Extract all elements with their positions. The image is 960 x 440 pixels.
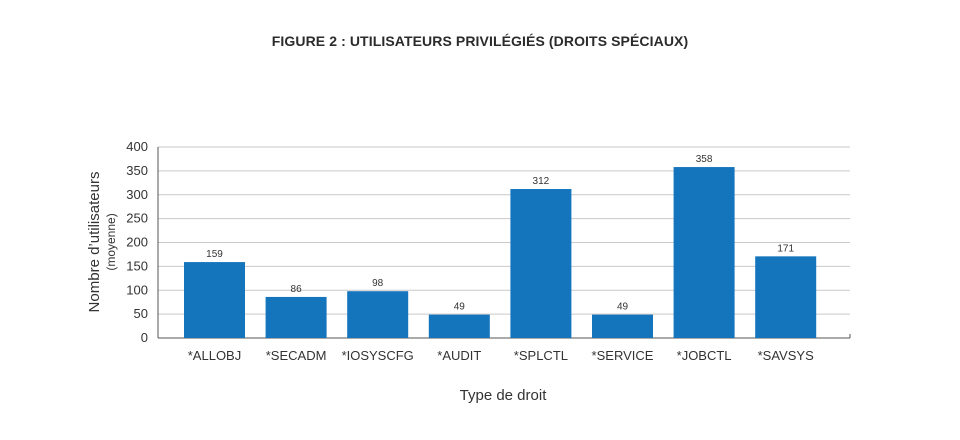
data-label: 49: [454, 302, 466, 313]
y-tick-label: 150: [126, 258, 148, 273]
y-axis-label: Nombre d’utilisateurs: [86, 172, 103, 313]
bar: [347, 291, 409, 338]
bar: [428, 314, 490, 338]
chart-title: FIGURE 2 : UTILISATEURS PRIVILÉGIÉS (DRO…: [271, 33, 689, 49]
y-tick-label: 200: [126, 235, 148, 250]
category-label: *IOSYSCFG: [342, 348, 414, 363]
category-label: *AUDIT: [437, 348, 481, 363]
y-tick-label: 50: [134, 306, 148, 321]
bar: [510, 189, 572, 338]
data-label: 358: [696, 154, 713, 165]
bar: [755, 256, 817, 338]
data-label: 49: [617, 302, 629, 313]
data-label: 312: [533, 176, 550, 187]
category-label: *SECADM: [266, 348, 327, 363]
data-labels: 159 86 98 49 312 49 358 171: [206, 154, 794, 313]
category-label: *SERVICE: [592, 348, 654, 363]
data-label: 98: [372, 278, 384, 289]
category-label: *SAVSYS: [758, 348, 814, 363]
y-tick-label: 250: [126, 211, 148, 226]
y-tick-label: 300: [126, 187, 148, 202]
y-tick-label: 400: [126, 139, 148, 154]
gridlines: [157, 146, 851, 339]
category-label: *ALLOBJ: [188, 348, 241, 363]
bars: [184, 167, 817, 338]
bar: [184, 262, 245, 338]
category-label: *SPLCTL: [514, 348, 568, 363]
y-tick-labels: 0 50 100 150 200 250 300 350 400: [126, 139, 148, 345]
y-tick-label: 350: [126, 163, 148, 178]
y-tick-label: 100: [126, 282, 148, 297]
bar: [673, 167, 735, 338]
category-labels: *ALLOBJ *SECADM *IOSYSCFG *AUDIT *SPLCTL *SER…: [188, 348, 814, 363]
category-label: *JOBCTL: [677, 348, 732, 363]
data-label: 86: [291, 284, 303, 295]
bar: [592, 314, 653, 338]
bar: [265, 296, 327, 338]
data-label: 171: [777, 243, 794, 254]
y-tick-label: 0: [141, 330, 148, 345]
y-axis-sublabel: (moyenne): [104, 213, 118, 270]
x-axis-label: Type de droit: [460, 387, 548, 404]
data-label: 159: [206, 249, 223, 260]
